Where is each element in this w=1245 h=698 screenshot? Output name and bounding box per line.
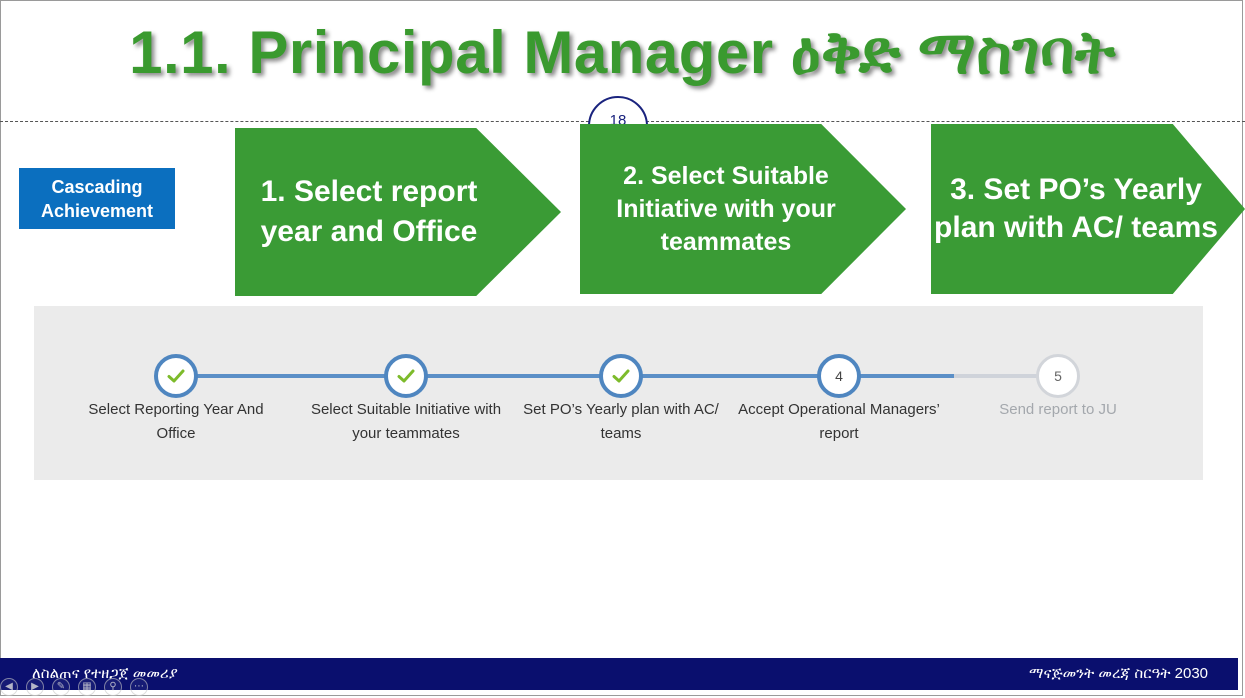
footer-left-text: ለስልጠና የተዘጋጀ መመሪያ: [32, 665, 178, 682]
next-slide-icon[interactable]: ▶: [26, 678, 44, 696]
step-2-label: Select Suitable Initiative with your tea…: [310, 401, 502, 442]
step-4-label: Accept Operational Managers’ report: [738, 401, 940, 442]
step-1-label: Select Reporting Year And Office: [88, 401, 264, 442]
zoom-icon[interactable]: ⚲: [104, 678, 122, 696]
presentation-controls: ◀ ▶ ✎ ▦ ⚲ ⋯: [0, 676, 210, 698]
check-icon: [167, 369, 185, 383]
step-4-number: 4: [835, 368, 843, 384]
footer-right-text: ማናጅመንት መረጃ ስርዓት 2030: [1029, 665, 1208, 682]
step-2-node[interactable]: [384, 354, 428, 398]
more-options-icon[interactable]: ⋯: [130, 678, 148, 696]
step-arrow-2-label: 2. Select Suitable Initiative with your …: [616, 161, 836, 256]
step-arrow-3-label: 3. Set PO’s Yearly plan with AC/ teams: [934, 173, 1218, 244]
step-4-node[interactable]: 4: [817, 354, 861, 398]
step-arrow-3: 3. Set PO’s Yearly plan with AC/ teams: [931, 124, 1245, 294]
check-icon: [397, 369, 415, 383]
slide-title: 1.1. Principal Manager ዕቅድ ማስገባት: [129, 19, 1116, 86]
check-icon: [612, 369, 630, 383]
step-3-node[interactable]: [599, 354, 643, 398]
step-5-node[interactable]: 5: [1036, 354, 1080, 398]
step-3-label: Set PO’s Yearly plan with AC/ teams: [523, 401, 719, 442]
cascading-achievement-badge: Cascading Achievement: [19, 168, 175, 229]
previous-slide-icon[interactable]: ◀: [0, 678, 18, 696]
step-arrow-1-label: 1. Select report year and Office: [260, 175, 478, 248]
wizard-stepper-panel: 4 5 Select Reporting Year And Office Sel…: [34, 306, 1203, 480]
stepper-track-completed: [176, 374, 954, 378]
slides-grid-icon[interactable]: ▦: [78, 678, 96, 696]
slide-footer: ለስልጠና የተዘጋጀ መመሪያ ማናጅመንት መረጃ ስርዓት 2030: [0, 658, 1238, 690]
stepper-track-pending: [954, 374, 1058, 378]
step-1-node[interactable]: [154, 354, 198, 398]
step-5-label: Send report to JU: [999, 401, 1117, 418]
step-5-number: 5: [1054, 368, 1062, 384]
pen-icon[interactable]: ✎: [52, 678, 70, 696]
